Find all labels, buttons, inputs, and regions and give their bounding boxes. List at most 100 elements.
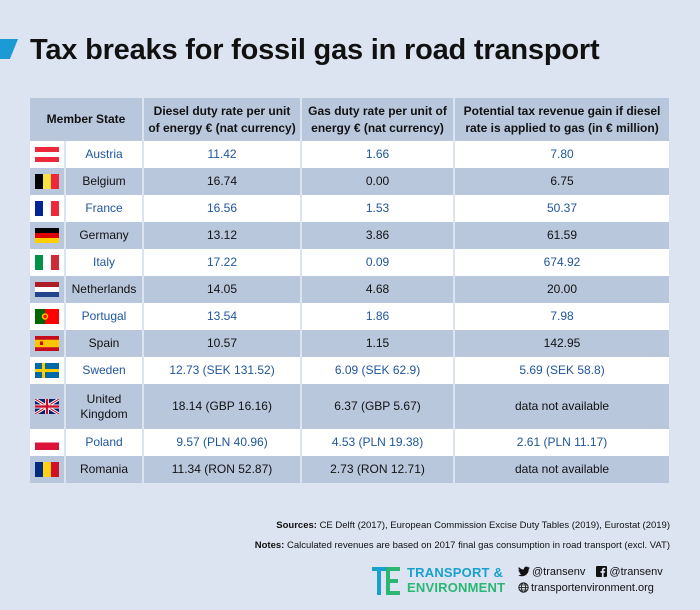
diesel-rate-cell: 16.56 <box>143 195 303 222</box>
table-header-row: Member State Diesel duty rate per unit o… <box>30 98 670 141</box>
flag-cell <box>30 222 66 249</box>
diesel-rate-cell: 12.73 (SEK 131.52) <box>143 357 303 384</box>
notes-line: Notes: Calculated revenues are based on … <box>255 538 670 553</box>
flag-cell <box>30 330 66 357</box>
revenue-gain-cell: 61.59 <box>454 222 670 249</box>
spain-flag <box>35 336 59 352</box>
sources-label: Sources: <box>276 520 317 531</box>
flag-cell <box>30 168 66 195</box>
revenue-gain-cell: data not available <box>454 456 670 483</box>
diesel-rate-cell: 13.12 <box>143 222 303 249</box>
member-state-cell: Belgium <box>65 168 145 195</box>
member-state-cell: Poland <box>65 429 145 456</box>
gas-rate-cell: 1.53 <box>301 195 456 222</box>
member-state-cell: Netherlands <box>65 276 145 303</box>
diesel-rate-cell: 17.22 <box>143 249 303 276</box>
sources-line: Sources: CE Delft (2017), European Commi… <box>255 518 670 533</box>
revenue-gain-cell: 2.61 (PLN 11.17) <box>454 429 670 456</box>
table-row: France 16.56 1.53 50.37 <box>30 195 670 222</box>
social-row-handles: @transenv @transenv <box>518 565 671 581</box>
france-flag <box>35 201 59 217</box>
gas-rate-cell: 6.09 (SEK 62.9) <box>301 357 456 384</box>
revenue-gain-cell: 20.00 <box>454 276 670 303</box>
revenue-gain-cell: 7.80 <box>454 141 670 168</box>
twitter-link[interactable]: @transenv <box>518 565 585 580</box>
title-accent-mark <box>0 39 18 59</box>
diesel-rate-cell: 18.14 (GBP 16.16) <box>143 384 303 429</box>
flag-cell <box>30 357 66 384</box>
diesel-rate-cell: 16.74 <box>143 168 303 195</box>
revenue-gain-cell: 142.95 <box>454 330 670 357</box>
member-state-cell: United Kingdom <box>65 384 145 429</box>
flag-cell <box>30 195 66 222</box>
gas-rate-cell: 2.73 (RON 12.71) <box>301 456 456 483</box>
flag-cell <box>30 276 66 303</box>
diesel-rate-cell: 13.54 <box>143 303 303 330</box>
table-row: Belgium 16.74 0.00 6.75 <box>30 168 670 195</box>
facebook-icon <box>596 566 608 577</box>
united-kingdom-flag <box>35 399 59 415</box>
diesel-rate-cell: 11.34 (RON 52.87) <box>143 456 303 483</box>
globe-icon <box>518 582 529 593</box>
table-row: Poland 9.57 (PLN 40.96) 4.53 (PLN 19.38) 2.… <box>30 429 670 456</box>
table-body: Austria 11.42 1.66 7.80 Belgium 16.74 0.00 6.75… <box>30 141 670 483</box>
tax-table: Member State Diesel duty rate per unit o… <box>30 98 670 483</box>
table-row: Italy 17.22 0.09 674.92 <box>30 249 670 276</box>
flag-cell <box>30 141 66 168</box>
twitter-handle: @transenv <box>532 566 586 578</box>
header-revenue-gain: Potential tax revenue gain if diesel rat… <box>454 98 670 141</box>
notes-label: Notes: <box>254 540 285 551</box>
table-row: Germany 13.12 3.86 61.59 <box>30 222 670 249</box>
revenue-gain-cell: 50.37 <box>454 195 670 222</box>
member-state-cell: Italy <box>65 249 145 276</box>
flag-cell <box>30 303 66 330</box>
flag-cell <box>30 429 66 456</box>
gas-rate-cell: 4.53 (PLN 19.38) <box>301 429 456 456</box>
te-logo-icon <box>372 567 400 595</box>
social-links: @transenv @transenv transportenvironment… <box>518 565 671 597</box>
austria-flag <box>35 147 59 163</box>
title-bar: Tax breaks for fossil gas in road transp… <box>0 30 700 70</box>
italy-flag <box>35 255 59 271</box>
member-state-cell: France <box>65 195 145 222</box>
sources-block: Sources: CE Delft (2017), European Commi… <box>255 518 670 558</box>
logo-line-1: TRANSPORT & <box>407 565 504 580</box>
header-member-state: Member State <box>30 98 145 141</box>
table-row: Spain 10.57 1.15 142.95 <box>30 330 670 357</box>
gas-rate-cell: 4.68 <box>301 276 456 303</box>
member-state-cell: Spain <box>65 330 145 357</box>
netherlands-flag <box>35 282 59 298</box>
social-row-website: transportenvironment.org <box>518 581 671 597</box>
gas-rate-cell: 0.00 <box>301 168 456 195</box>
member-state-cell: Sweden <box>65 357 145 384</box>
member-state-cell: Austria <box>65 141 145 168</box>
facebook-link[interactable]: @transenv <box>596 565 663 580</box>
diesel-rate-cell: 9.57 (PLN 40.96) <box>143 429 303 456</box>
gas-rate-cell: 3.86 <box>301 222 456 249</box>
member-state-cell: Germany <box>65 222 145 249</box>
gas-rate-cell: 6.37 (GBP 5.67) <box>301 384 456 429</box>
website-url: transportenvironment.org <box>531 582 654 594</box>
table-row: Netherlands 14.05 4.68 20.00 <box>30 276 670 303</box>
transport-environment-logo: TRANSPORT & ENVIRONMENT <box>372 565 507 597</box>
member-state-cell: Romania <box>65 456 145 483</box>
diesel-rate-cell: 10.57 <box>143 330 303 357</box>
flag-cell <box>30 384 66 429</box>
facebook-handle: @transenv <box>609 566 663 578</box>
poland-flag <box>35 435 59 451</box>
website-link[interactable]: transportenvironment.org <box>518 581 654 596</box>
gas-rate-cell: 1.66 <box>301 141 456 168</box>
table-row: United Kingdom 18.14 (GBP 16.16) 6.37 (GBP… <box>30 384 670 429</box>
notes-text: Calculated revenues are based on 2017 fi… <box>286 540 670 551</box>
gas-rate-cell: 1.86 <box>301 303 456 330</box>
belgium-flag <box>35 174 59 190</box>
header-gas-rate: Gas duty rate per unit of energy € (nat … <box>301 98 456 141</box>
revenue-gain-cell: 6.75 <box>454 168 670 195</box>
revenue-gain-cell: data not available <box>454 384 670 429</box>
table-row: Portugal 13.54 1.86 7.98 <box>30 303 670 330</box>
diesel-rate-cell: 11.42 <box>143 141 303 168</box>
flag-cell <box>30 249 66 276</box>
romania-flag <box>35 462 59 478</box>
header-diesel-rate: Diesel duty rate per unit of energy € (n… <box>143 98 303 141</box>
twitter-icon <box>518 566 530 577</box>
